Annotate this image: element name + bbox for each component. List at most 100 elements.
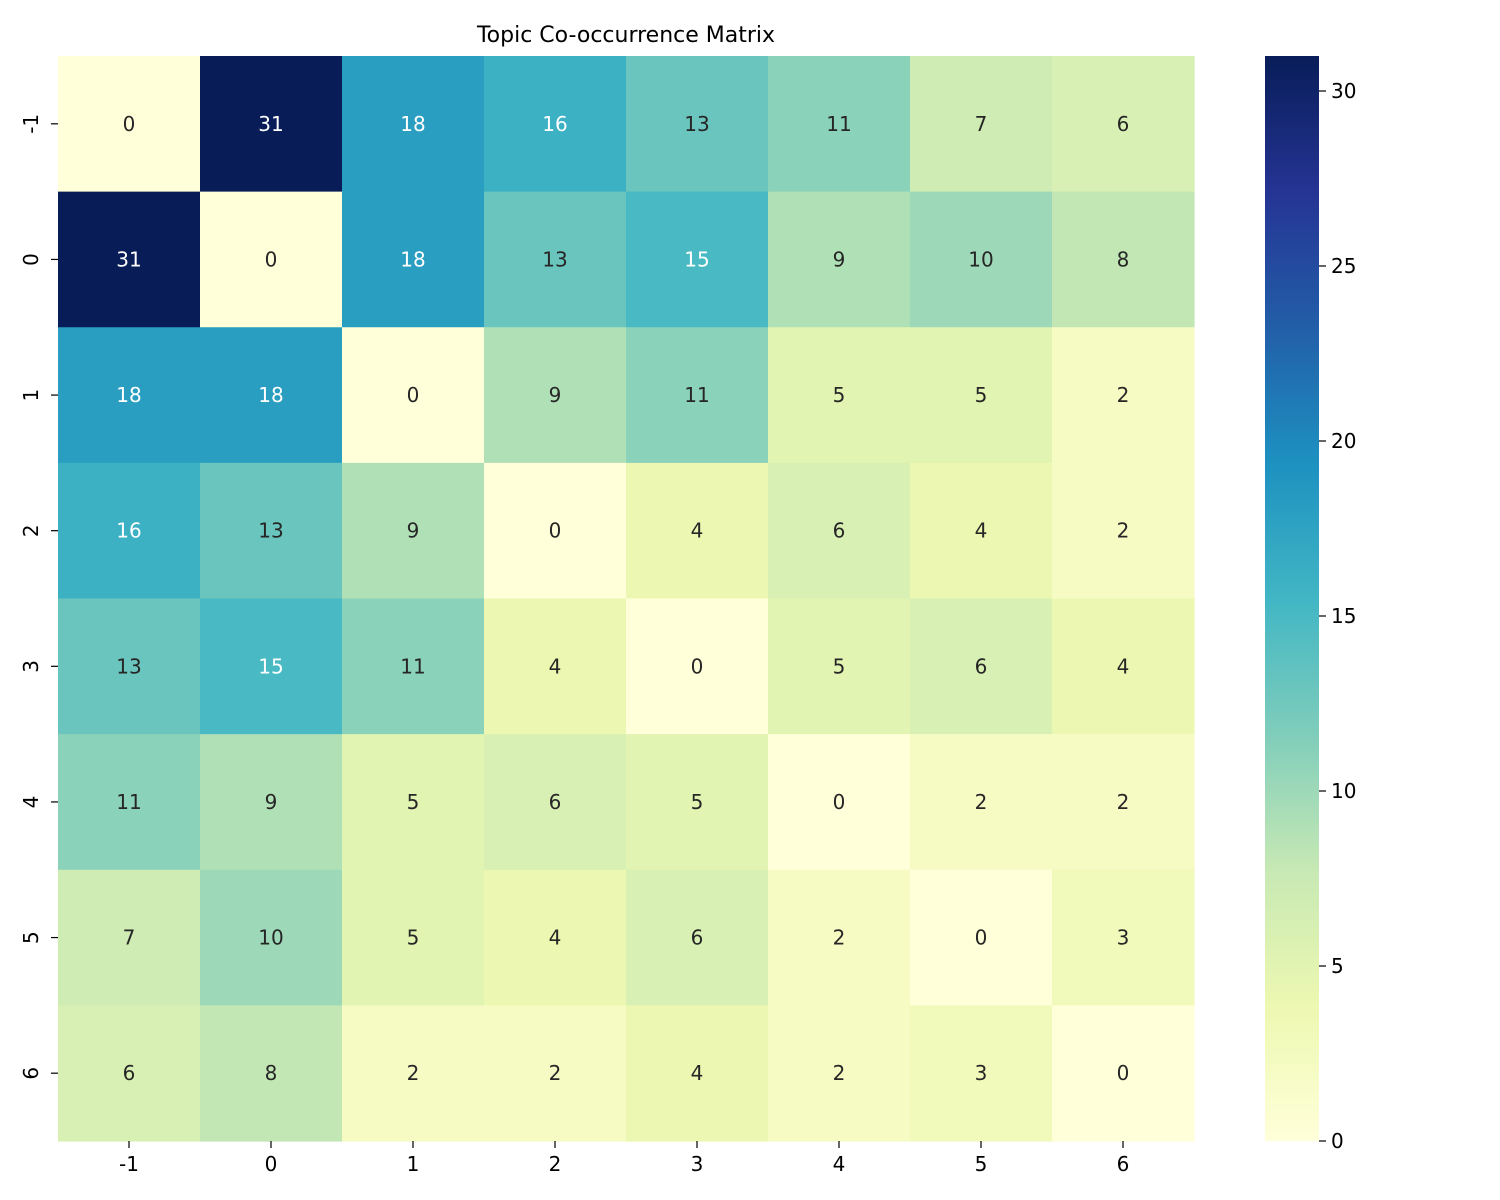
heatmap-cell--1-5	[910, 56, 1053, 193]
y-axis: -1 0 1 2 3 4 5 6	[19, 114, 58, 1080]
colorbar-tick-label: 30	[1331, 79, 1356, 103]
heatmap-cell--1-2	[484, 56, 627, 193]
heatmap-cell-0-2	[484, 191, 627, 328]
y-tick-label: 5	[19, 931, 43, 944]
cell-value-label: 4	[1117, 654, 1130, 678]
heatmap-cell-4-2	[484, 734, 627, 871]
heatmap-cell-0--1	[58, 191, 201, 328]
heatmap-cell-5-5	[910, 869, 1053, 1006]
colorbar: 0 5 10 15 20 25 30	[1265, 56, 1356, 1153]
heatmap-cell-1-4	[768, 327, 911, 464]
cell-value-label: 2	[1117, 790, 1130, 814]
cell-value-label: 0	[691, 654, 704, 678]
cell-value-label: 5	[407, 790, 420, 814]
cell-value-label: 3	[1117, 926, 1130, 950]
cell-value-label: 15	[684, 247, 709, 271]
heatmap-cell-1-0	[200, 327, 343, 464]
cell-value-label: 15	[258, 654, 283, 678]
heatmap-cell-4-1	[342, 734, 485, 871]
heatmap-cell-0-4	[768, 191, 911, 328]
x-tick-label: 5	[975, 1152, 988, 1176]
y-tick-label: 0	[19, 253, 43, 266]
colorbar-tick-label: 10	[1331, 779, 1356, 803]
chart-title: Topic Co-occurrence Matrix	[476, 23, 775, 48]
heatmap-cell-6--1	[58, 1005, 201, 1142]
heatmap-cell-0-5	[910, 191, 1053, 328]
cell-value-label: 2	[407, 1061, 420, 1085]
y-tick-label: 2	[19, 524, 43, 537]
heatmap-cell-3-2	[484, 598, 627, 735]
colorbar-tick-label: 5	[1331, 954, 1344, 978]
heatmap-cell-6-1	[342, 1005, 485, 1142]
x-tick-label: 0	[265, 1152, 278, 1176]
cell-value-label: 5	[975, 383, 988, 407]
cell-value-label: 9	[407, 519, 420, 543]
heatmap-cell-1-1	[342, 327, 485, 464]
x-tick-label: -1	[119, 1152, 139, 1176]
heatmap-cell-2-4	[768, 462, 911, 600]
heatmap-cell-1-2	[484, 327, 627, 464]
heatmap-cell-4-3	[626, 734, 769, 871]
cell-value-label: 16	[542, 112, 567, 136]
heatmap-cell-0-0	[200, 191, 343, 328]
heatmap-cell-4-4	[768, 734, 911, 871]
cell-value-label: 6	[975, 654, 988, 678]
heatmap-cell-5--1	[58, 869, 201, 1006]
heatmap-cell-5-4	[768, 869, 911, 1006]
heatmap-cell-5-3	[626, 869, 769, 1006]
heatmap-cell-3--1	[58, 598, 201, 735]
cell-value-label: 6	[833, 519, 846, 543]
heatmap-cell--1-6	[1052, 56, 1195, 193]
colorbar-tick-label: 20	[1331, 429, 1356, 453]
heatmap-cell-3-3	[626, 598, 769, 735]
heatmap-cell-5-0	[200, 869, 343, 1006]
heatmap-cell-5-2	[484, 869, 627, 1006]
cell-value-label: 0	[407, 383, 420, 407]
heatmap-cell-6-0	[200, 1005, 343, 1142]
colorbar-gradient	[1265, 56, 1319, 1141]
cell-value-labels: 0 31 18 16 13 11 7 631 0 18 13 15 9 10 818 18 0 9 11 5 5 216 1…	[116, 112, 1129, 1085]
cell-value-label: 2	[1117, 383, 1130, 407]
cell-value-label: 10	[258, 926, 283, 950]
heatmap-cell-1--1	[58, 327, 201, 464]
heatmap-cell--1-0	[200, 56, 343, 193]
heatmap-cell-2-1	[342, 462, 485, 600]
heatmap-cell-3-6	[1052, 598, 1195, 735]
cell-value-label: 6	[549, 790, 562, 814]
cell-value-label: 9	[265, 790, 278, 814]
cell-value-label: 0	[549, 519, 562, 543]
cell-value-label: 18	[258, 383, 283, 407]
heatmap-cell--1-1	[342, 56, 485, 193]
cell-value-label: 4	[691, 1061, 704, 1085]
cell-value-label: 18	[400, 112, 425, 136]
y-tick-label: 3	[19, 660, 43, 673]
cell-value-label: 11	[684, 383, 709, 407]
cell-value-label: 18	[400, 247, 425, 271]
cell-value-label: 13	[116, 654, 141, 678]
heatmap-cell-4--1	[58, 734, 201, 871]
cell-value-label: 10	[968, 247, 993, 271]
cell-value-label: 2	[1117, 519, 1130, 543]
heatmap-cell-4-5	[910, 734, 1053, 871]
colorbar-tick-label: 25	[1331, 254, 1356, 278]
cell-value-label: 31	[116, 247, 141, 271]
heatmap-cell--1--1	[58, 56, 201, 193]
cell-value-label: 3	[975, 1061, 988, 1085]
cell-value-label: 31	[258, 112, 283, 136]
cell-value-label: 5	[407, 926, 420, 950]
heatmap-cell-6-3	[626, 1005, 769, 1142]
heatmap-cell-2-5	[910, 462, 1053, 600]
heatmap-cell-5-1	[342, 869, 485, 1006]
cell-value-label: 5	[833, 383, 846, 407]
cell-value-label: 16	[116, 519, 141, 543]
heatmap-cell--1-3	[626, 56, 769, 193]
cell-value-label: 11	[116, 790, 141, 814]
cell-value-label: 0	[1117, 1061, 1130, 1085]
heatmap-cell-6-4	[768, 1005, 911, 1142]
heatmap-cell-2-3	[626, 462, 769, 600]
y-tick-label: 4	[19, 796, 43, 809]
cell-value-label: 13	[684, 112, 709, 136]
heatmap-cell--1-4	[768, 56, 911, 193]
heatmap-cell-3-4	[768, 598, 911, 735]
